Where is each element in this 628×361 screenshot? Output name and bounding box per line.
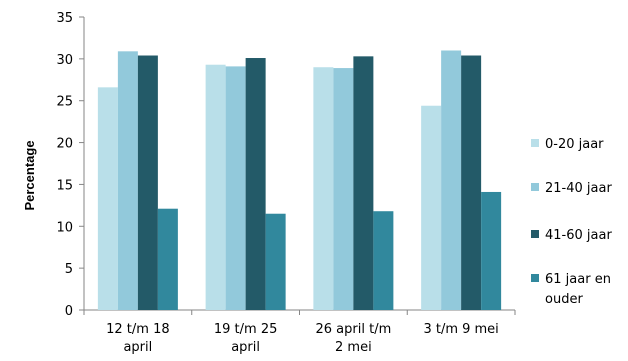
- y-tick-label: 10: [56, 220, 73, 235]
- y-tick-label: 20: [56, 137, 73, 152]
- legend-label: 61 jaar en: [545, 272, 611, 287]
- x-tick-label: april: [123, 340, 152, 355]
- y-tick-label: 0: [65, 304, 73, 319]
- legend-swatch: [531, 274, 539, 282]
- bar: [157, 208, 178, 310]
- y-tick-label: 5: [65, 262, 73, 277]
- legend-label: ouder: [545, 292, 583, 307]
- bar: [461, 55, 482, 310]
- x-axis: 12 t/m 18 april 19 t/m 25 april 26 april t/m…: [83, 309, 516, 355]
- bar: [313, 67, 334, 310]
- bar: [265, 213, 286, 310]
- bar: [137, 55, 158, 310]
- bar: [225, 66, 246, 311]
- bar: [97, 87, 118, 310]
- bar: [245, 58, 266, 310]
- bar: [333, 68, 354, 311]
- legend: 0-20 jaar 21-40 jaar 41-60 jaar 61 jaar en o…: [531, 137, 612, 307]
- legend-swatch: [531, 230, 539, 238]
- bar: [421, 105, 442, 310]
- bars: [97, 50, 502, 311]
- bar: [441, 50, 462, 310]
- legend-swatch: [531, 183, 539, 191]
- y-axis-label: Percentage: [22, 140, 37, 210]
- x-tick-label: 19 t/m 25: [214, 322, 278, 337]
- bar: [481, 191, 502, 310]
- y-tick-label: 25: [56, 95, 73, 110]
- legend-label: 41-60 jaar: [545, 228, 612, 243]
- y-tick-label: 35: [56, 11, 73, 26]
- x-tick-label: 26 april t/m: [316, 322, 392, 337]
- y-axis: 0 5 10 15 20 25 30 35: [56, 11, 85, 319]
- bar: [117, 51, 138, 311]
- legend-label: 21-40 jaar: [545, 181, 612, 196]
- x-tick-label: 12 t/m 18: [106, 322, 170, 337]
- legend-label: 0-20 jaar: [545, 137, 604, 152]
- x-tick-label: april: [231, 340, 260, 355]
- x-tick-label: 2 mei: [335, 340, 372, 355]
- bar: [205, 64, 226, 311]
- y-tick-label: 15: [56, 178, 73, 193]
- x-tick-label: 3 t/m 9 mei: [423, 322, 498, 337]
- bar: [353, 56, 374, 310]
- legend-swatch: [531, 139, 539, 147]
- y-tick-label: 30: [56, 53, 73, 68]
- bar: [373, 211, 394, 310]
